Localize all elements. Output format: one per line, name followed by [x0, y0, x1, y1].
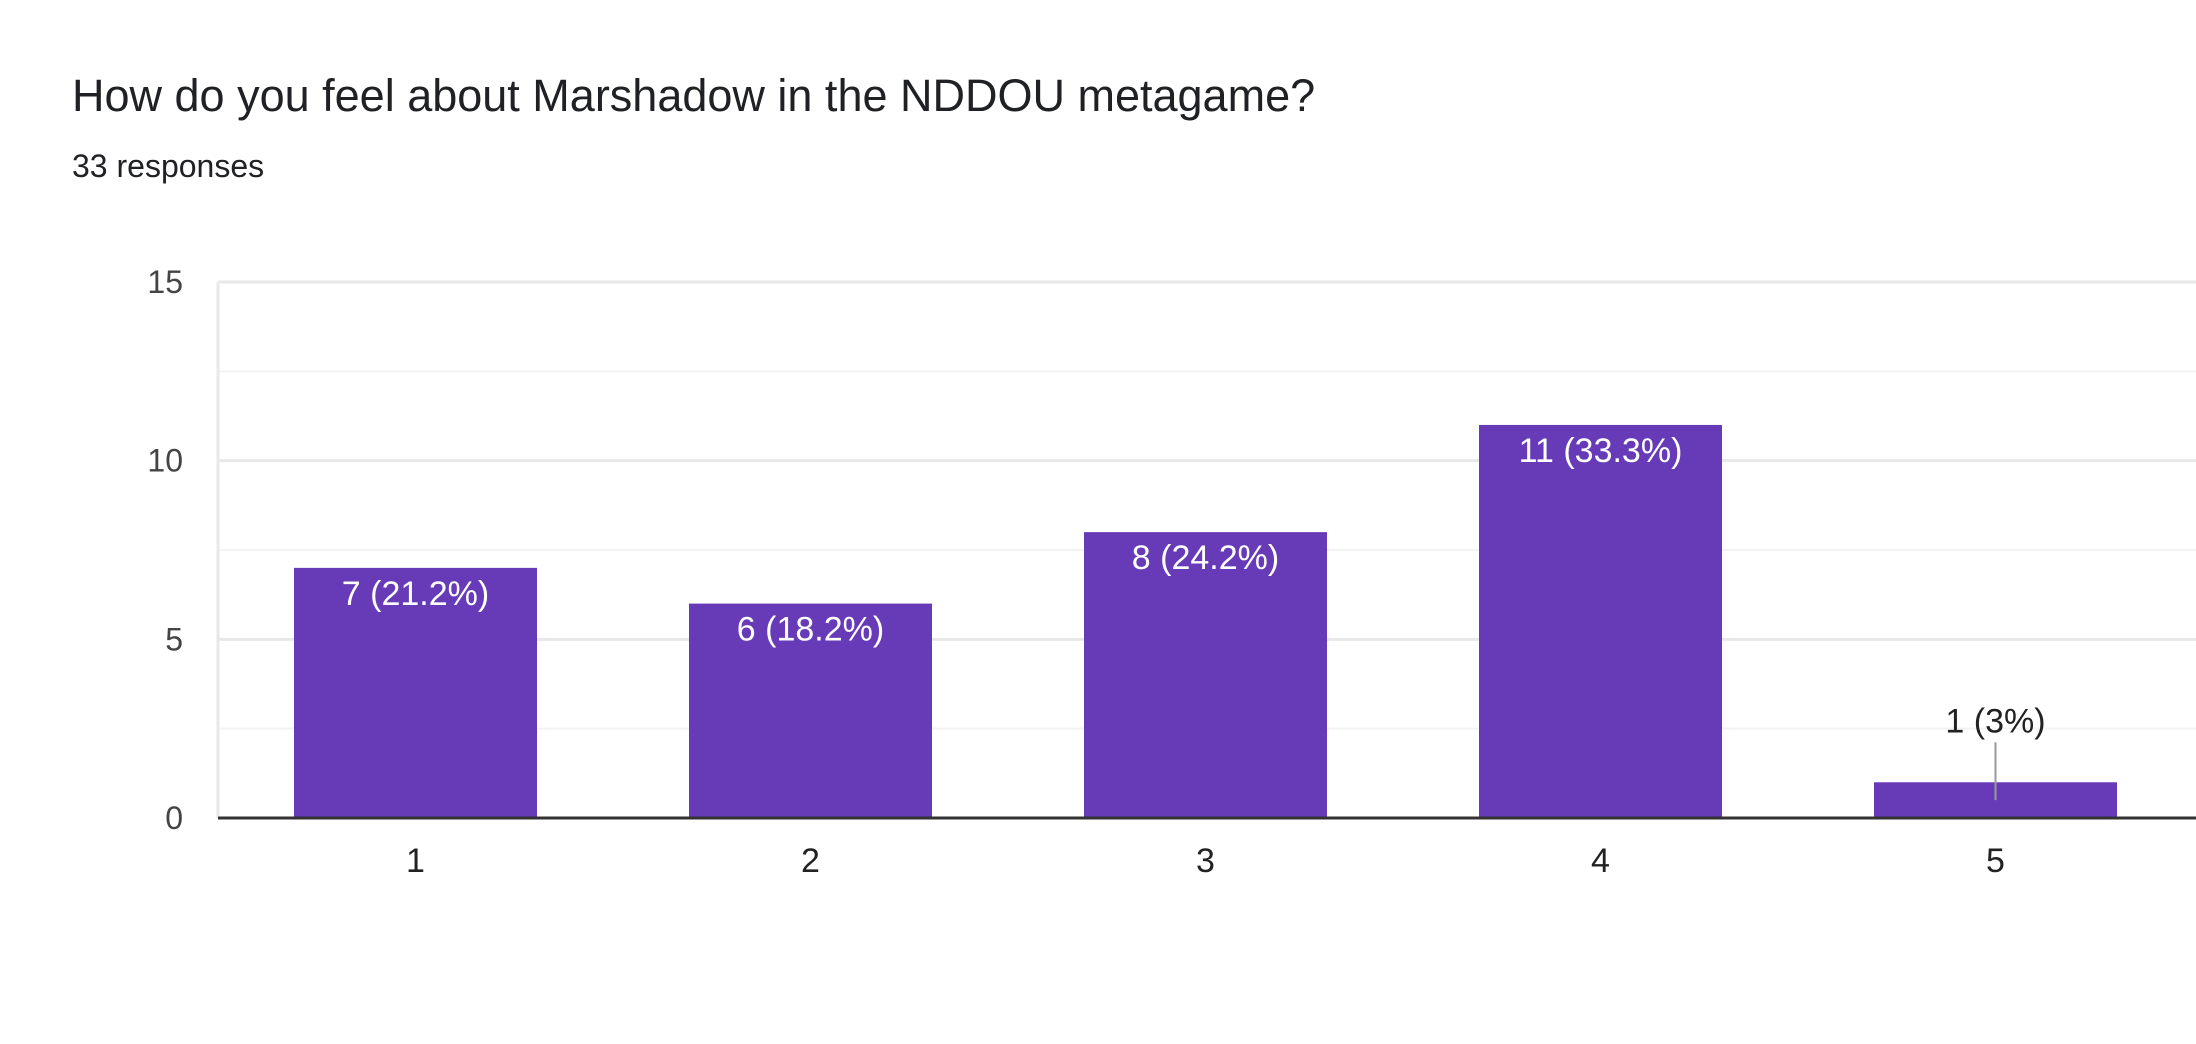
- x-tick-label: 3: [1196, 842, 1215, 880]
- data-labels: 7 (21.2%) 6 (18.2%) 8 (24.2%) 11 (33.3%) 1 (…: [342, 432, 2046, 801]
- x-tick-label: 5: [1986, 842, 2005, 880]
- data-label: 7 (21.2%): [342, 575, 489, 613]
- y-tick-label: 10: [147, 443, 183, 479]
- page-title: How do you feel about Marshadow in the N…: [72, 70, 1316, 121]
- y-tick-label: 5: [165, 621, 183, 657]
- x-tick-label: 2: [801, 842, 820, 880]
- x-tick-label: 1: [406, 842, 425, 880]
- data-label: 11 (33.3%): [1519, 432, 1683, 470]
- x-tick-label: 4: [1591, 842, 1610, 880]
- bar-2: [689, 603, 932, 818]
- response-count: 33 responses: [72, 148, 265, 184]
- data-label: 6 (18.2%): [737, 611, 884, 649]
- x-axis-ticks: 1 2 3 4 5: [406, 842, 2005, 880]
- bar-4: [1479, 424, 1722, 818]
- bar-3: [1084, 532, 1327, 818]
- data-label: 1 (3%): [1945, 702, 2045, 740]
- bar-1: [294, 567, 537, 818]
- gridlines: [216, 280, 2196, 818]
- bars: [294, 424, 2117, 818]
- y-tick-label: 0: [165, 800, 183, 836]
- y-tick-label: 15: [147, 264, 183, 300]
- data-label: 8 (24.2%): [1132, 539, 1279, 577]
- y-axis-ticks: 0 5 10 15: [147, 264, 183, 836]
